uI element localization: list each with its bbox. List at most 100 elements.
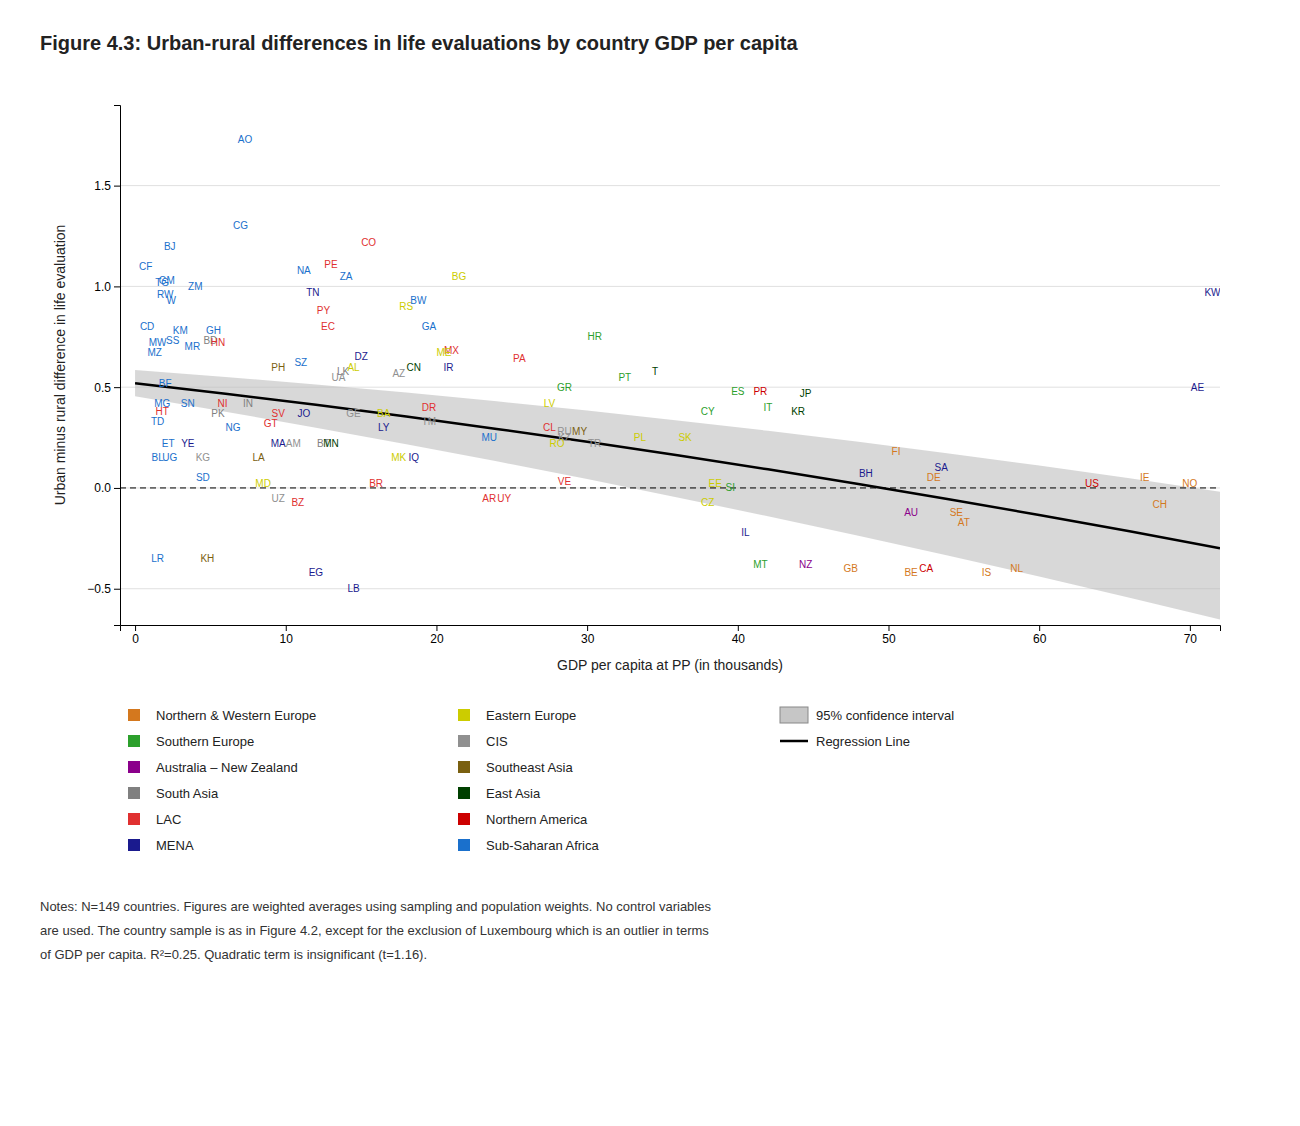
point-label: MG xyxy=(154,398,170,409)
point-label: LV xyxy=(544,398,556,409)
point-label: IS xyxy=(982,567,992,578)
plot-area: FIDEIESENOATCHGBBEISNLHRPTGRESCYITSIMTAU… xyxy=(120,134,1220,620)
point-series: TNDZIRJOLYYEMAIQBHSAILEGLBAEKW xyxy=(181,287,1220,594)
legend-label: MENA xyxy=(156,838,194,853)
point-label: ET xyxy=(162,438,175,449)
point-label: YE xyxy=(181,438,195,449)
x-tick: 40 xyxy=(732,625,746,646)
notes: Notes: N=149 countries. Figures are weig… xyxy=(40,899,711,962)
y-tick-label: 0.0 xyxy=(94,481,111,495)
reference-line xyxy=(120,487,1220,488)
point-label: KG xyxy=(196,452,211,463)
point-label: AO xyxy=(238,134,253,145)
point-label: AE xyxy=(1191,382,1205,393)
point-label: ES xyxy=(731,386,745,397)
y-tick-label: −0.5 xyxy=(87,582,111,596)
legend-item: Regression Line xyxy=(780,734,910,749)
y-tick-mark xyxy=(114,387,120,388)
legend-swatch xyxy=(458,787,470,799)
point-label: T xyxy=(652,366,658,377)
point-label: EC xyxy=(321,321,335,332)
point-label: EE xyxy=(709,478,723,489)
y-tick-label: 1.5 xyxy=(94,179,111,193)
x-tick-mark xyxy=(738,625,739,631)
point-label: IE xyxy=(1140,472,1150,483)
point-label: CA xyxy=(919,563,933,574)
point-label: IR xyxy=(443,362,453,373)
point-label: GT xyxy=(264,418,278,429)
point-label: TN xyxy=(306,287,319,298)
point-label: IL xyxy=(741,527,750,538)
legend-label: Australia – New Zealand xyxy=(156,760,298,775)
x-tick: 60 xyxy=(1033,625,1047,646)
point-label: W xyxy=(167,295,177,306)
legend-item: Southern Europe xyxy=(128,734,254,749)
legend-label: South Asia xyxy=(156,786,219,801)
point-label: SS xyxy=(166,335,180,346)
x-tick: 50 xyxy=(882,625,896,646)
point-label: JO xyxy=(297,408,310,419)
legend-item: Northern & Western Europe xyxy=(128,708,316,723)
point-label: UA xyxy=(332,372,346,383)
legend-label: Northern America xyxy=(486,812,588,827)
y-tick-label: 1.0 xyxy=(94,280,111,294)
point-label: LR xyxy=(151,553,164,564)
point-label: NO xyxy=(1182,478,1197,489)
point-label: SZ xyxy=(294,357,307,368)
point-label: PL xyxy=(634,432,647,443)
grid-line xyxy=(120,487,1220,488)
x-tick-mark xyxy=(587,625,588,631)
x-axis-title: GDP per capita at PP (in thousands) xyxy=(557,657,783,673)
point-label: BH xyxy=(859,468,873,479)
grid-line xyxy=(120,588,1220,589)
legend-item: 95% confidence interval xyxy=(780,707,954,723)
y-tick-label: 0.5 xyxy=(94,381,111,395)
point-label: GE xyxy=(346,408,361,419)
point-series: AUNZ xyxy=(799,507,918,570)
point-label: UZ xyxy=(272,493,285,504)
point-series: AOCGBJCFNAZAGMTGZMRWWBWCDKMGHGASSMWMZMRS… xyxy=(139,134,497,564)
x-tick-label: 60 xyxy=(1033,632,1047,646)
legend-label: LAC xyxy=(156,812,181,827)
point-label: BW xyxy=(410,295,427,306)
point-label: IQ xyxy=(409,452,420,463)
legend-swatch xyxy=(458,735,470,747)
point-label: AR xyxy=(482,493,496,504)
point-label: GB xyxy=(844,563,859,574)
x-tick-mark xyxy=(1190,625,1191,631)
grid-line xyxy=(120,185,1220,186)
point-label: EG xyxy=(309,567,324,578)
y-tick-mark xyxy=(114,589,120,590)
legend-label: Regression Line xyxy=(816,734,910,749)
point-label: MN xyxy=(323,438,339,449)
legend-swatch xyxy=(128,761,140,773)
point-series: AZUAGETMRUKZTRAMKGUZ xyxy=(196,368,602,504)
point-series: COPEPYECHNMXPANIHTSVDRCLGTVEBRBZARUY xyxy=(156,237,572,508)
point-label: PK xyxy=(211,408,225,419)
point-label: TD xyxy=(151,416,164,427)
point-label: UY xyxy=(497,493,511,504)
point-label: CN xyxy=(407,362,421,373)
point-label: KR xyxy=(791,406,805,417)
y-tick: 0.0 xyxy=(94,481,120,495)
point-label: GH xyxy=(206,325,221,336)
point-label: PR xyxy=(753,386,767,397)
x-tick-mark xyxy=(436,625,437,631)
legend-swatch xyxy=(458,709,470,721)
x-tick-mark xyxy=(286,625,287,631)
x-tick-mark xyxy=(888,625,889,631)
legend-swatch xyxy=(128,813,140,825)
point-label: KH xyxy=(200,553,214,564)
point-label: PY xyxy=(317,305,331,316)
point-label: JP xyxy=(800,388,812,399)
x-tick-mark xyxy=(1039,625,1040,631)
point-label: NA xyxy=(297,265,311,276)
x-tick: 20 xyxy=(430,625,444,646)
point-label: DR xyxy=(422,402,436,413)
y-tick-mark xyxy=(114,286,120,287)
point-label: BJ xyxy=(164,241,176,252)
note: are used. The country sample is as in Fi… xyxy=(40,923,709,938)
point-label: NG xyxy=(226,422,241,433)
x-tick-label: 50 xyxy=(882,632,896,646)
point-label: MU xyxy=(481,432,497,443)
